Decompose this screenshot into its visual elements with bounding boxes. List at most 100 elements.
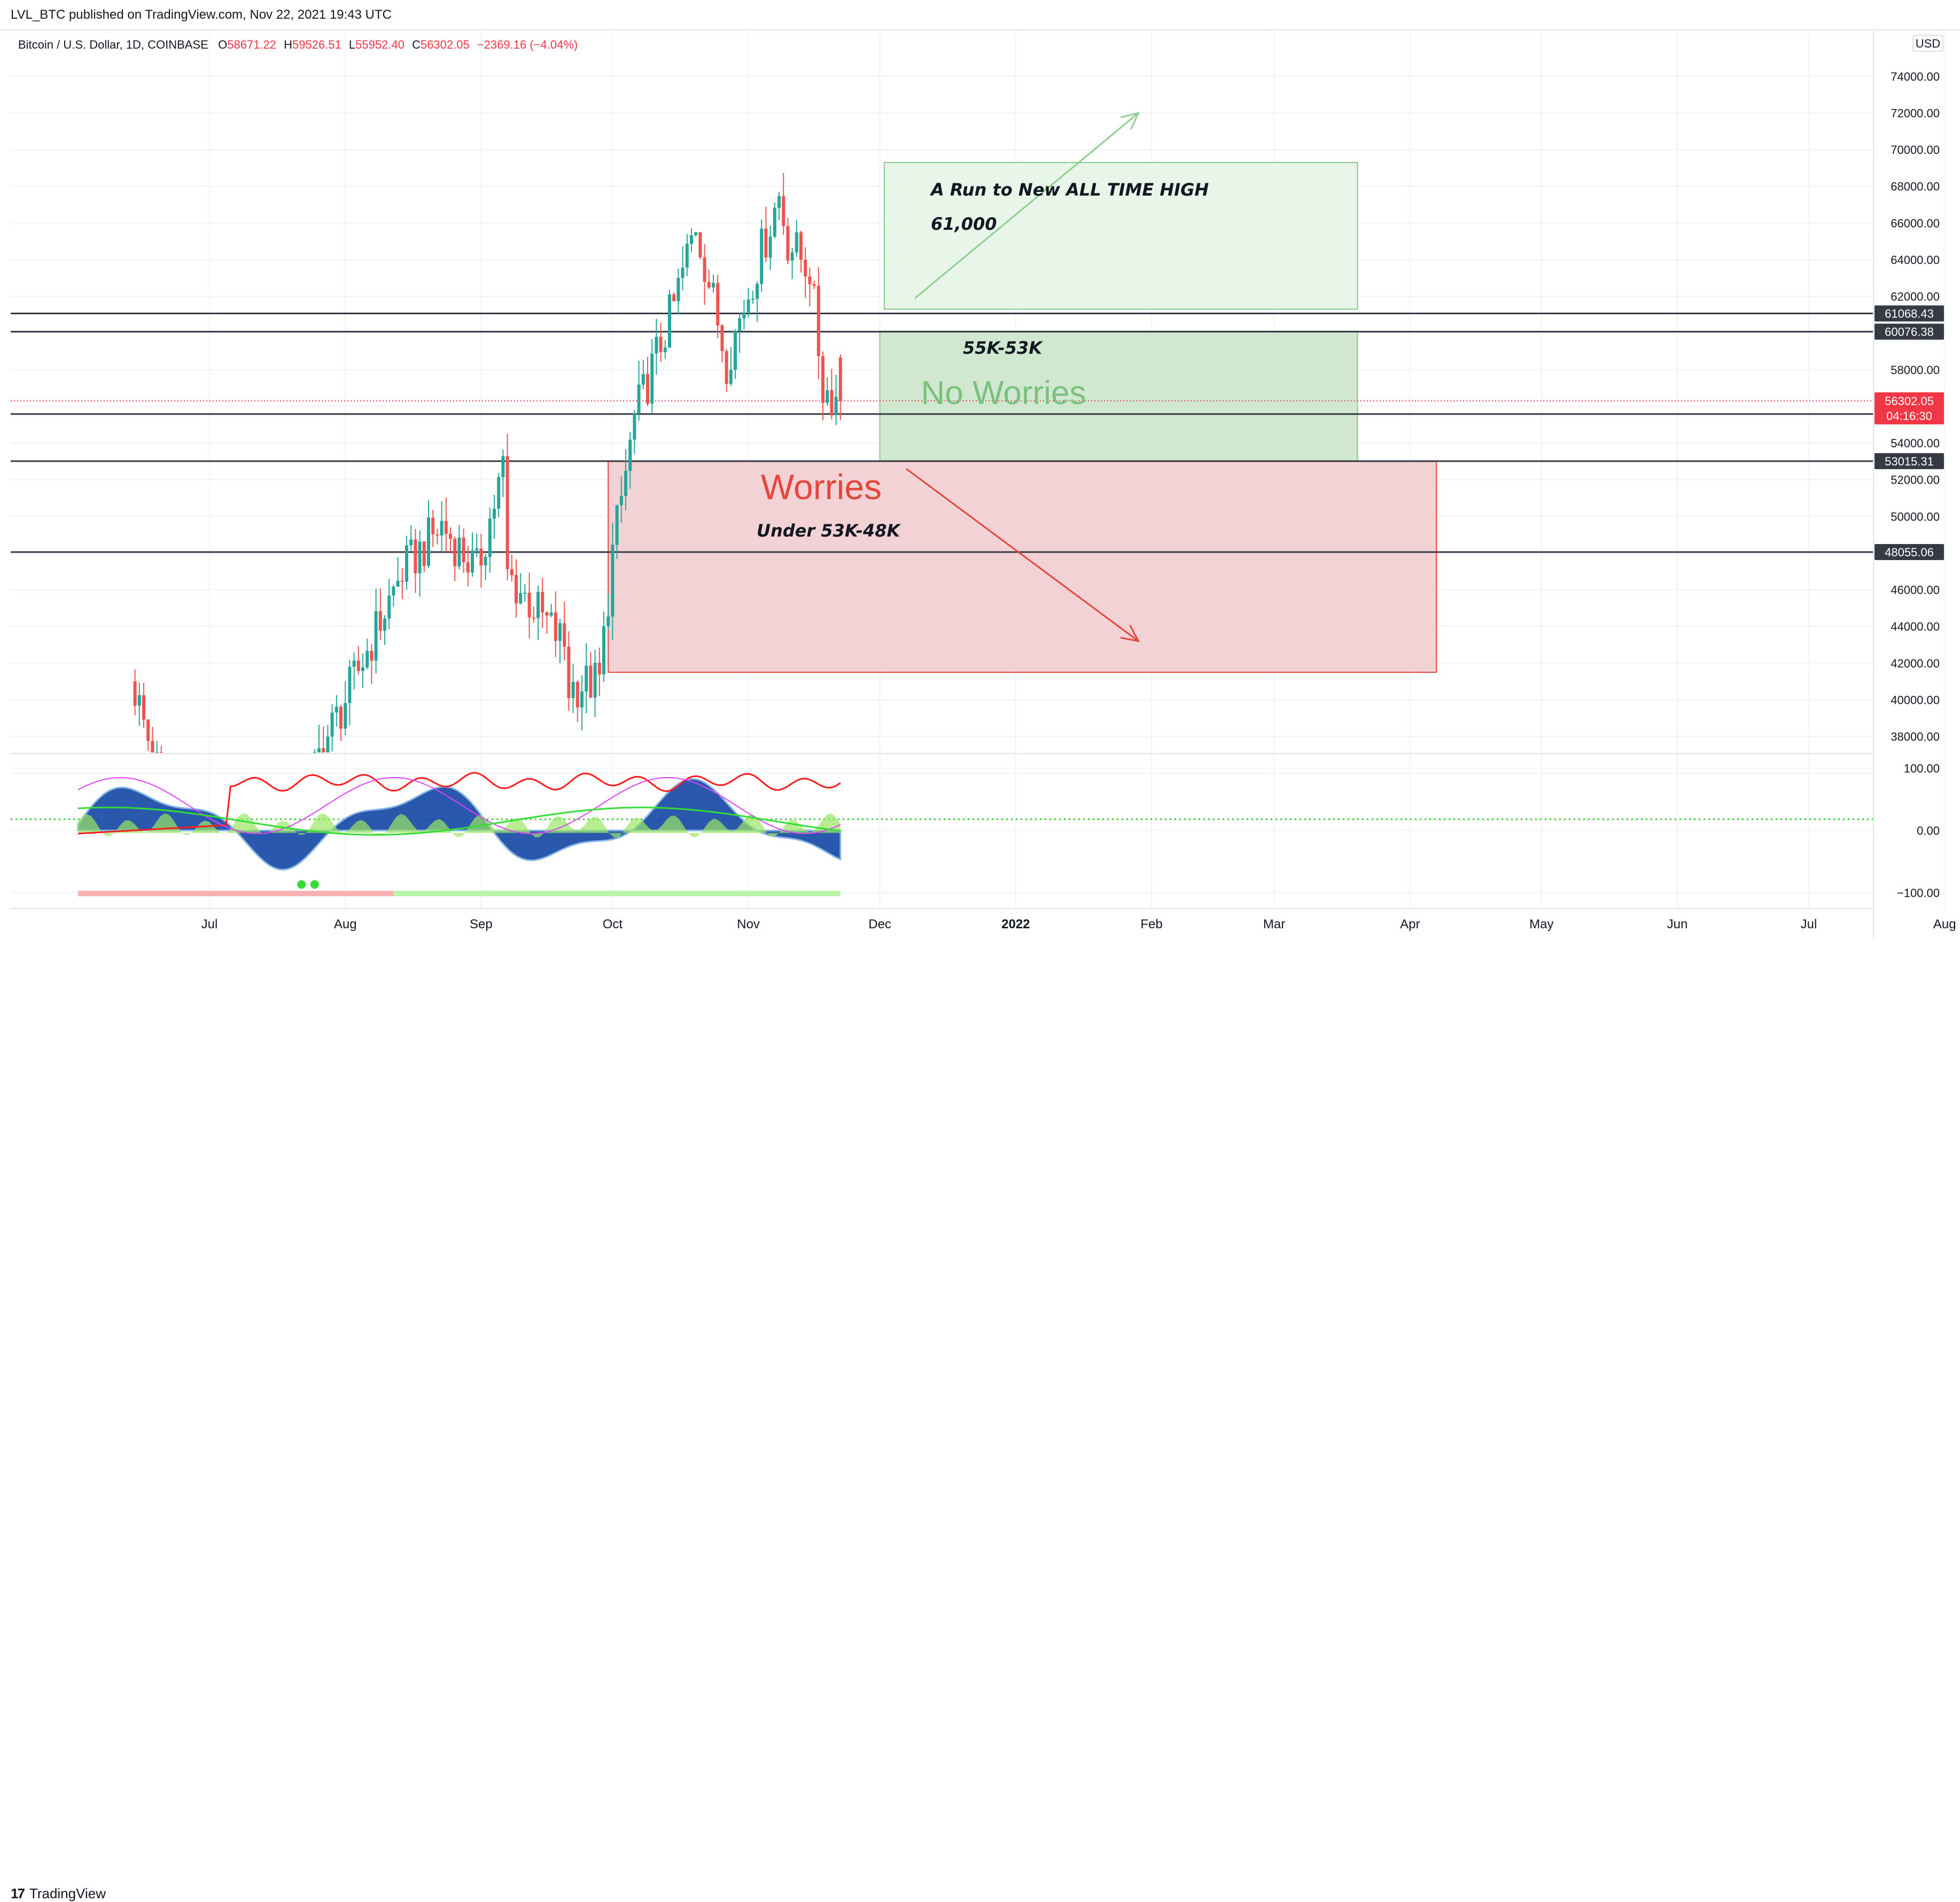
current-price-tag (1875, 392, 1944, 425)
trend-arrow (914, 112, 1139, 299)
candle-body (716, 283, 720, 326)
candle-body (659, 337, 663, 352)
candle-body (409, 539, 413, 546)
candle-body (624, 470, 627, 496)
zone-sublabel-worries: Under 53K-48K (757, 521, 901, 541)
candle-body (427, 517, 430, 566)
trend-arrow (905, 468, 1139, 642)
osc-y-tick-label: 0.00 (1917, 824, 1940, 837)
level-price-tag-text: 53015.31 (1885, 455, 1934, 468)
candle-body (808, 276, 812, 284)
candle-body (133, 681, 137, 706)
candle-body (137, 695, 141, 706)
candle-body (633, 413, 636, 440)
candle-body (435, 534, 439, 535)
candle-body (383, 618, 386, 631)
brand-name: TradingView (29, 1885, 106, 1901)
candle-body (558, 623, 562, 641)
horizontal-levels[interactable] (11, 313, 1873, 553)
x-tick-label: 2022 (1001, 917, 1030, 931)
level-price-tag-text: 61068.43 (1885, 307, 1934, 321)
open-value: 58671.22 (227, 38, 277, 51)
candle-body (400, 580, 404, 582)
candle-body (422, 541, 426, 566)
x-tick-label: Dec (868, 917, 891, 931)
candle-body (515, 575, 518, 604)
y-tick-label: 54000.00 (1891, 437, 1940, 450)
y-tick-label: 70000.00 (1891, 143, 1940, 157)
candle-body (330, 712, 334, 737)
trend-arrow-head (1120, 624, 1140, 642)
candle-body (378, 611, 382, 631)
candle-body (545, 612, 549, 616)
candle-body (449, 533, 452, 539)
candle-body (352, 661, 356, 667)
candle-body (790, 252, 794, 261)
zone-label-worries: Worries (761, 467, 882, 507)
candle-body (387, 595, 391, 619)
osc-red-line (77, 772, 841, 835)
tv-logo-icon: 17 (11, 1885, 25, 1901)
candle-body (756, 284, 759, 299)
candle-body (821, 356, 825, 403)
x-tick-label: Mar (1263, 917, 1285, 931)
candle-body (344, 703, 347, 729)
high-value: 59526.51 (292, 38, 341, 51)
candle-body (339, 707, 343, 729)
candle-body (519, 593, 523, 604)
candle-body (786, 226, 790, 261)
currency-badge (1912, 35, 1943, 52)
candle-body (746, 299, 750, 313)
candle-body (672, 294, 676, 301)
candle-body (589, 665, 593, 698)
candle-body (720, 325, 724, 351)
candle-body (773, 207, 776, 237)
high-label: H (284, 38, 293, 51)
change-value: −2369.16 (−4.04%) (477, 38, 578, 51)
y-tick-label: 72000.00 (1891, 106, 1940, 120)
candle-body (760, 228, 764, 284)
osc-signal-dot (297, 880, 306, 889)
candle-body (830, 390, 834, 415)
tradingview-logo[interactable]: 17 TradingView (11, 1885, 106, 1902)
footer: 17 TradingView (0, 938, 1960, 1901)
osc-band (78, 813, 841, 838)
candle-body (712, 283, 715, 288)
candle-body (142, 695, 145, 720)
current-price-tag-text: 56302.05 (1885, 394, 1934, 408)
candle-body (317, 748, 321, 752)
low-value: 55952.40 (355, 38, 405, 51)
candle-body (365, 650, 369, 667)
candle-body (777, 196, 781, 208)
candle-body (655, 337, 658, 354)
candle-body (405, 545, 408, 582)
chart-area[interactable]: A Run to New ALL TIME HIGH 61,000 55K-53K N… (0, 0, 1960, 977)
y-tick-label: 74000.00 (1891, 70, 1940, 83)
candle-body (816, 285, 820, 356)
zone-label-range: 55K-53K (963, 338, 1043, 358)
ohlc-legend: Bitcoin / U.S. Dollar, 1D, COINBASE O586… (18, 38, 582, 52)
candle-body (782, 196, 785, 226)
candle-body (668, 294, 671, 348)
candle-body (563, 623, 566, 647)
candle-body (396, 580, 400, 587)
candle-body (493, 508, 496, 519)
candle-body (361, 667, 364, 671)
candle-body (826, 390, 829, 403)
zone-annotations: A Run to New ALL TIME HIGH 61,000 55K-53K N… (757, 180, 1209, 541)
level-price-tag (1875, 305, 1944, 322)
candle-body (348, 666, 352, 703)
y-tick-label: 40000.00 (1891, 693, 1940, 707)
candle-body (606, 616, 610, 626)
candle-body (676, 278, 680, 301)
zones (608, 162, 1437, 673)
candle-body (580, 691, 584, 708)
symbol-name: Bitcoin / U.S. Dollar, 1D, COINBASE (18, 38, 208, 51)
osc-y-tick-label: −100.00 (1897, 887, 1940, 900)
candle-body (751, 299, 755, 300)
x-tick-label: Aug (334, 917, 357, 931)
y-tick-label: 44000.00 (1891, 620, 1940, 633)
zone-box (608, 461, 1437, 673)
oscillator-pane (11, 767, 1873, 896)
candle-body (611, 545, 615, 617)
